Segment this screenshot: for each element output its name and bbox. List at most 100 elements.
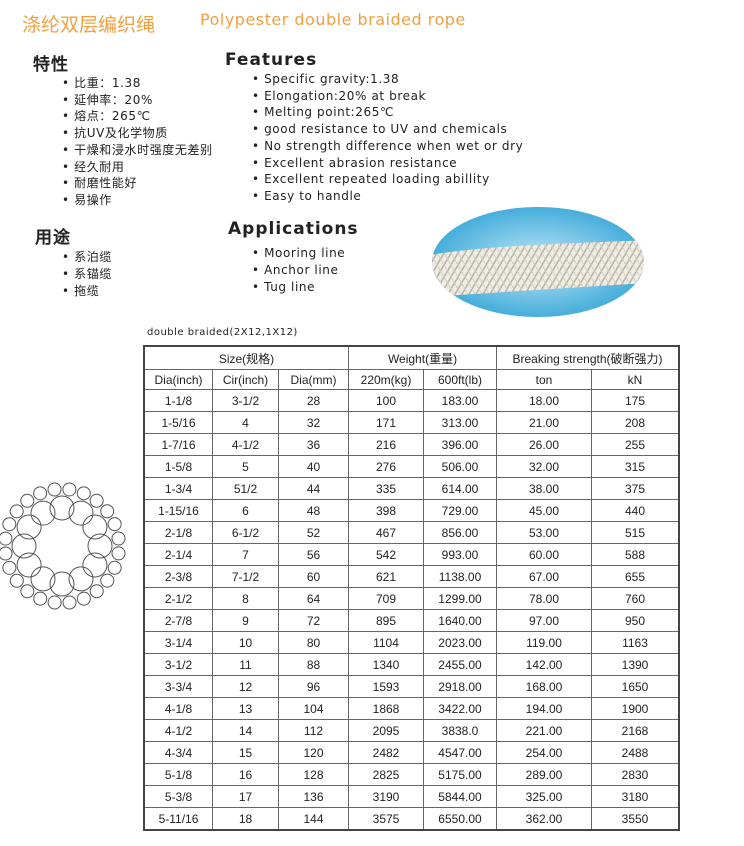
strand <box>30 566 56 592</box>
table-cell: 542 <box>348 543 424 566</box>
application-item-cn: 系锚缆 <box>62 265 112 282</box>
table-cell: 6-1/2 <box>212 521 279 544</box>
application-item-cn: 拖缆 <box>62 282 99 299</box>
table-cell: 168.00 <box>496 675 592 698</box>
table-cell: 856.00 <box>423 521 497 544</box>
table-cell: 2168 <box>591 719 680 742</box>
table-cell: 2455.00 <box>423 653 497 676</box>
table-cell: 362.00 <box>496 807 592 831</box>
table-cell: 1-15/16 <box>143 499 213 522</box>
table-cell: 709 <box>348 587 424 610</box>
table-cell: 2918.00 <box>423 675 497 698</box>
table-cell: 17 <box>212 785 279 808</box>
table-cell: 1-3/4 <box>143 477 213 500</box>
table-cell: 88 <box>278 653 349 676</box>
table-row: 3-3/4 12 96 1593 2918.00 168.00 1650 <box>143 675 680 698</box>
title-en: Polypester double braided rope <box>200 10 466 29</box>
feature-item-en: Excellent repeated loading abillity <box>252 172 490 186</box>
table-cell: 1-5/8 <box>143 455 213 478</box>
table-cell: 1593 <box>348 675 424 698</box>
table-cell: 18 <box>212 807 279 831</box>
strand <box>82 552 108 578</box>
table-cell: 315 <box>591 455 680 478</box>
table-cell: 13 <box>212 697 279 720</box>
table-cell: 2023.00 <box>423 631 497 654</box>
column-header: Cir(inch) <box>212 369 279 390</box>
table-cell: 1868 <box>348 697 424 720</box>
group-header: Weight(重量) <box>348 345 497 370</box>
features-heading-en: Features <box>225 50 318 70</box>
table-cell: 440 <box>591 499 680 522</box>
title-cn: 涤纶双层编织绳 <box>22 14 156 36</box>
table-cell: 276 <box>348 455 424 478</box>
strand <box>100 573 115 588</box>
table-cell: 136 <box>278 785 349 808</box>
feature-item-cn: 熔点：265℃ <box>62 107 151 124</box>
table-cell: 3-3/4 <box>143 675 213 698</box>
table-cell: 221.00 <box>496 719 592 742</box>
table-cell: 7-1/2 <box>212 565 279 588</box>
strand <box>107 517 122 532</box>
features-heading-cn: 特性 <box>33 55 69 75</box>
table-cell: 56 <box>278 543 349 566</box>
table-cell: 3575 <box>348 807 424 831</box>
strand <box>82 514 108 540</box>
column-header: Dia(inch) <box>143 369 213 390</box>
strand <box>30 500 56 526</box>
application-item-en: Tug line <box>252 280 315 294</box>
table-cell: 142.00 <box>496 653 592 676</box>
table-cell: 614.00 <box>423 477 497 500</box>
cross-section-diagram <box>0 482 126 610</box>
strand <box>89 584 104 599</box>
feature-item-en: Excellent abrasion resistance <box>252 156 457 170</box>
strand <box>16 552 42 578</box>
table-cell: 10 <box>212 631 279 654</box>
table-cell: 2488 <box>591 741 680 764</box>
table-cell: 21.00 <box>496 411 592 434</box>
table-cell: 588 <box>591 543 680 566</box>
table-row: 2-1/2 8 64 709 1299.00 78.00 760 <box>143 587 680 610</box>
table-cell: 1390 <box>591 653 680 676</box>
table-cell: 53.00 <box>496 521 592 544</box>
application-item-en: Mooring line <box>252 246 345 260</box>
column-header-row: Dia(inch) Cir(inch) Dia(mm) 220m(kg) 600ft(l… <box>143 369 680 390</box>
table-cell: 1138.00 <box>423 565 497 588</box>
feature-item-en: Elongation:20% at break <box>252 89 426 103</box>
strand <box>47 482 62 497</box>
feature-item-en: Melting point:265℃ <box>252 105 394 119</box>
table-cell: 60.00 <box>496 543 592 566</box>
strand <box>62 482 77 497</box>
feature-item-cn: 干燥和浸水时强度无差别 <box>62 141 213 158</box>
table-cell: 6 <box>212 499 279 522</box>
table-cell: 11 <box>212 653 279 676</box>
table-cell: 38.00 <box>496 477 592 500</box>
table-cell: 7 <box>212 543 279 566</box>
table-cell: 60 <box>278 565 349 588</box>
table-cell: 515 <box>591 521 680 544</box>
strand <box>33 591 48 606</box>
table-row: 4-1/2 14 112 2095 3838.0 221.00 2168 <box>143 719 680 742</box>
table-cell: 194.00 <box>496 697 592 720</box>
table-caption: double braided(2X12,1X12) <box>147 327 298 338</box>
table-cell: 67.00 <box>496 565 592 588</box>
table-cell: 216 <box>348 433 424 456</box>
table-cell: 3-1/2 <box>212 389 279 412</box>
application-item-cn: 系泊缆 <box>62 248 112 265</box>
table-row: 3-1/2 11 88 1340 2455.00 142.00 1390 <box>143 653 680 676</box>
table-cell: 2095 <box>348 719 424 742</box>
strand <box>2 517 17 532</box>
table-cell: 2482 <box>348 741 424 764</box>
table-row: 2-3/8 7-1/2 60 621 1138.00 67.00 655 <box>143 565 680 588</box>
table-cell: 254.00 <box>496 741 592 764</box>
strand <box>47 595 62 610</box>
table-row: 1-7/16 4-1/2 36 216 396.00 26.00 255 <box>143 433 680 456</box>
table-cell: 4-1/2 <box>212 433 279 456</box>
strand <box>9 504 24 519</box>
column-header: 600ft(lb) <box>423 369 497 390</box>
table-cell: 3550 <box>591 807 680 831</box>
table-cell: 45.00 <box>496 499 592 522</box>
strand <box>100 504 115 519</box>
table-cell: 467 <box>348 521 424 544</box>
table-row: 1-1/8 3-1/2 28 100 183.00 18.00 175 <box>143 389 680 412</box>
table-cell: 760 <box>591 587 680 610</box>
